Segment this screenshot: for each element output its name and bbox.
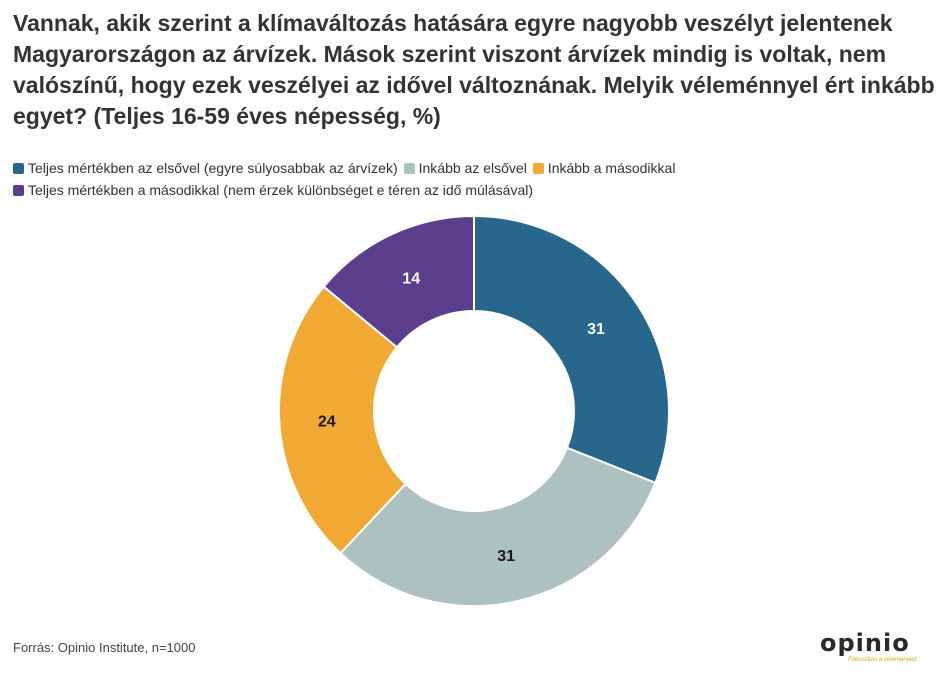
legend-swatch-3: [532, 162, 544, 174]
legend-item-1[interactable]: Teljes mértékben az elsővel (egyre súlyo…: [13, 157, 398, 179]
legend-row-2: Teljes mértékben a másodikkal (nem érzek…: [13, 179, 933, 201]
legend-label-1: Teljes mértékben az elsővel (egyre súlyo…: [28, 160, 398, 176]
chart-title: Vannak, akik szerint a klímaváltozás hat…: [13, 10, 935, 129]
donut-slice-2[interactable]: [339, 446, 657, 607]
legend-label-2: Inkább az elsővel: [418, 160, 527, 176]
legend-swatch-2: [403, 162, 415, 174]
slice-value-label-2: 31: [497, 548, 515, 565]
logo-tagline: Fókuszban a véleményed: [848, 657, 917, 663]
legend: Teljes mértékben az elsővel (egyre súlyo…: [13, 157, 933, 201]
legend-swatch-4: [13, 184, 24, 196]
logo-wordmark: opinio: [820, 629, 910, 657]
legend-item-4[interactable]: Teljes mértékben a másodikkal (nem érzek…: [13, 179, 533, 201]
legend-label-3: Inkább a másodikkal: [547, 160, 676, 176]
slice-value-label-3: 24: [318, 413, 336, 430]
legend-swatch-1: [13, 162, 24, 174]
legend-item-3[interactable]: Inkább a másodikkal: [532, 157, 676, 179]
legend-item-2[interactable]: Inkább az elsővel: [403, 157, 527, 179]
legend-row-1: Teljes mértékben az elsővel (egyre súlyo…: [13, 157, 933, 179]
legend-label-4: Teljes mértékben a másodikkal (nem érzek…: [28, 182, 534, 198]
source-note: Forrás: Opinio Institute, n=1000: [13, 640, 196, 655]
donut-slice-3[interactable]: [278, 285, 407, 555]
donut-slice-1[interactable]: [473, 214, 670, 485]
slice-value-label-4: 14: [402, 271, 420, 288]
opinio-logo: opinio Fókuszban a véleményed: [820, 629, 917, 663]
donut-slice-4[interactable]: [322, 214, 475, 349]
slice-value-label-1: 31: [587, 321, 605, 338]
